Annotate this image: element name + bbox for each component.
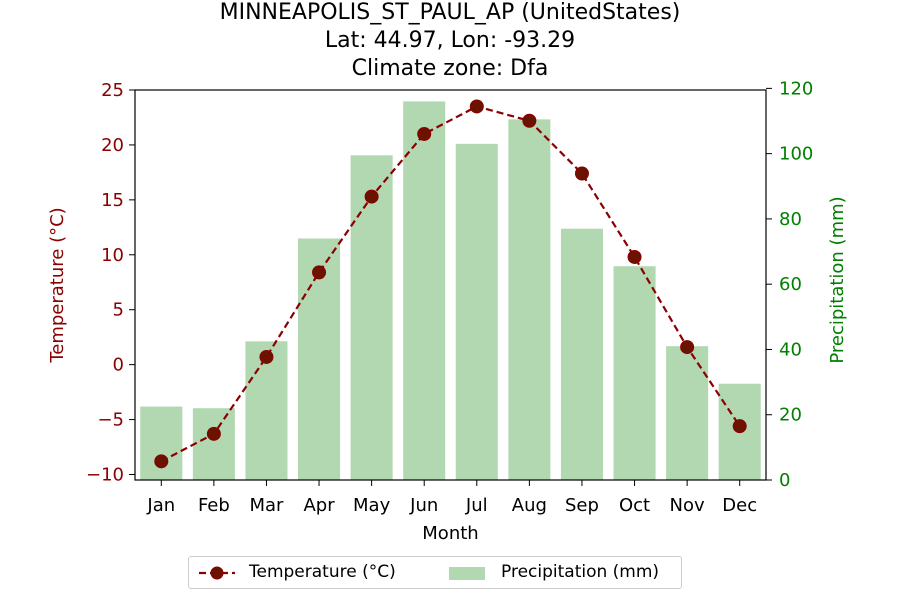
legend-swatch-temperature	[199, 566, 235, 580]
chart-legend: Temperature (°C) Precipitation (mm)	[188, 556, 682, 589]
right-tick-label: 0	[779, 470, 790, 491]
right-tick-label: 100	[779, 144, 813, 165]
left-tick-label: 5	[113, 300, 124, 321]
x-tick-label-jan: Jan	[146, 495, 175, 516]
precip-bar-jul	[455, 143, 498, 480]
precip-bar-aug	[508, 119, 551, 481]
x-tick-label-feb: Feb	[198, 495, 230, 516]
climate-chart: −10 −5 0 5 10 15 20 25 0 20 40 60 80 100 120 Jan Feb Mar A…	[47, 78, 848, 544]
temperature-point-jul	[469, 99, 484, 114]
legend-label-precipitation: Precipitation (mm)	[501, 562, 660, 582]
temperature-point-oct	[627, 249, 642, 264]
right-tick-label: 60	[779, 274, 802, 295]
temperature-point-aug	[522, 113, 537, 128]
x-tick-label-sep: Sep	[565, 495, 599, 516]
left-tick-label: −5	[97, 410, 124, 431]
left-tick-label: 20	[101, 135, 124, 156]
right-tick-label: 20	[779, 405, 802, 426]
precip-bar-sep	[560, 228, 603, 480]
x-tick-label-jul: Jul	[465, 495, 488, 516]
right-tick-label: 40	[779, 339, 802, 360]
chart-title-line-3: Climate zone: Dfa	[351, 56, 549, 81]
x-axis-label: Month	[422, 523, 478, 544]
temperature-point-jan	[154, 454, 169, 469]
x-tick-label-oct: Oct	[619, 495, 650, 516]
x-tick-label-may: May	[353, 495, 391, 516]
temperature-point-apr	[312, 265, 327, 280]
precip-bar-mar	[245, 341, 288, 480]
precip-bar-oct	[613, 266, 656, 480]
right-tick-label: 80	[779, 209, 802, 230]
y-axis-label-left: Temperature (°C)	[47, 207, 68, 363]
plot-frame	[134, 89, 767, 481]
temperature-point-jun	[417, 126, 432, 141]
temperature-point-nov	[680, 340, 695, 355]
left-tick-label: 15	[101, 190, 124, 211]
legend-item-temperature: Temperature (°C)	[197, 557, 417, 588]
y-axis-label-right: Precipitation (mm)	[827, 196, 848, 363]
temperature-line	[160, 105, 741, 463]
precip-bar-jan	[140, 406, 183, 480]
x-tick-label-apr: Apr	[303, 495, 335, 516]
temperature-point-sep	[574, 166, 589, 181]
x-tick-label-mar: Mar	[249, 495, 284, 516]
x-tick-label-jun: Jun	[409, 495, 438, 516]
temperature-point-mar	[259, 349, 274, 364]
chart-title-line-2: Lat: 44.97, Lon: -93.29	[324, 28, 576, 53]
precip-bar-nov	[666, 346, 709, 480]
legend-swatch-precipitation	[449, 567, 485, 580]
temperature-point-dec	[732, 419, 747, 434]
x-tick-label-nov: Nov	[670, 495, 705, 516]
chart-title-line-1: MINNEAPOLIS_ST_PAUL_AP (UnitedStates)	[219, 0, 681, 25]
left-tick-label: 0	[113, 355, 124, 376]
legend-label-temperature: Temperature (°C)	[249, 562, 396, 582]
right-tick-label: 120	[779, 78, 813, 99]
precip-bar-may	[350, 155, 393, 480]
left-tick-label: −10	[86, 465, 124, 486]
precip-bar-jun	[403, 101, 446, 480]
x-tick-label-aug: Aug	[512, 495, 547, 516]
legend-item-precipitation: Precipitation (mm)	[447, 557, 677, 588]
left-tick-label: 25	[101, 80, 124, 101]
x-tick-label-dec: Dec	[722, 495, 757, 516]
precip-bar-feb	[192, 408, 235, 480]
temperature-point-may	[364, 189, 379, 204]
left-tick-label: 10	[101, 245, 124, 266]
temperature-point-feb	[206, 426, 221, 441]
